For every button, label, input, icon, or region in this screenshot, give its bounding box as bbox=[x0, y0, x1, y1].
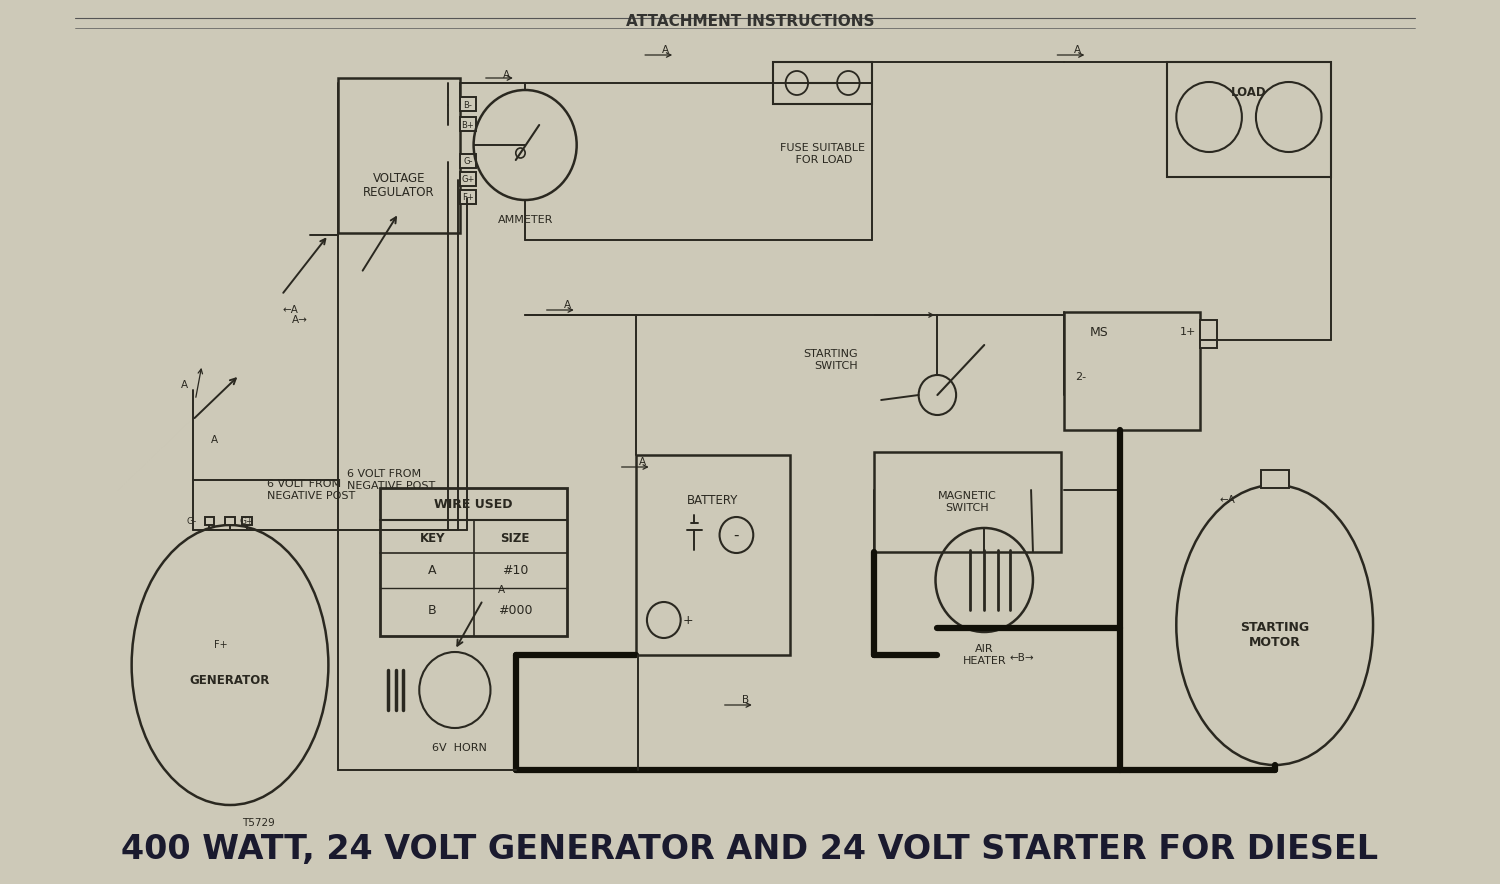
Bar bbox=[774, 62, 871, 104]
Bar bbox=[459, 172, 477, 186]
Text: STARTING
MOTOR: STARTING MOTOR bbox=[1240, 621, 1310, 649]
Text: T5729: T5729 bbox=[242, 818, 274, 828]
Text: A: A bbox=[498, 585, 506, 595]
Text: 6 VOLT FROM
NEGATIVE POST: 6 VOLT FROM NEGATIVE POST bbox=[346, 469, 435, 491]
Text: FUSE SUITABLE
 FOR LOAD: FUSE SUITABLE FOR LOAD bbox=[780, 143, 865, 164]
Text: AMMETER: AMMETER bbox=[498, 215, 554, 225]
Text: AIR
HEATER: AIR HEATER bbox=[963, 644, 1006, 666]
Bar bbox=[459, 154, 477, 168]
Text: 2-: 2- bbox=[1076, 372, 1086, 382]
Text: ←B→: ←B→ bbox=[1010, 653, 1034, 663]
Text: A: A bbox=[1074, 45, 1082, 55]
Text: A: A bbox=[180, 380, 188, 390]
Text: A: A bbox=[639, 457, 646, 467]
Text: A: A bbox=[427, 565, 436, 577]
Text: WIRE USED: WIRE USED bbox=[435, 499, 513, 512]
Text: 400 WATT, 24 VOLT GENERATOR AND 24 VOLT STARTER FOR DIESEL: 400 WATT, 24 VOLT GENERATOR AND 24 VOLT … bbox=[122, 834, 1379, 866]
Bar bbox=[338, 78, 459, 233]
Text: A: A bbox=[503, 70, 510, 80]
Text: KEY: KEY bbox=[420, 531, 446, 545]
Text: +: + bbox=[682, 613, 693, 627]
Text: MS: MS bbox=[1090, 325, 1108, 339]
Text: B-: B- bbox=[464, 101, 472, 110]
Text: -: - bbox=[734, 528, 740, 543]
Text: A→: A→ bbox=[292, 315, 308, 325]
Bar bbox=[873, 452, 1060, 552]
Bar bbox=[1064, 312, 1200, 430]
Text: MAGNETIC
SWITCH: MAGNETIC SWITCH bbox=[938, 492, 996, 513]
Bar bbox=[459, 97, 477, 111]
Text: 6 VOLT FROM
NEGATIVE POST: 6 VOLT FROM NEGATIVE POST bbox=[267, 479, 356, 501]
Text: SIZE: SIZE bbox=[500, 531, 530, 545]
Text: 6V  HORN: 6V HORN bbox=[432, 743, 488, 753]
Text: G-: G- bbox=[464, 157, 472, 166]
Text: STARTING
SWITCH: STARTING SWITCH bbox=[802, 349, 858, 370]
Text: 1+: 1+ bbox=[1180, 327, 1197, 337]
Bar bbox=[1200, 320, 1216, 348]
Text: VOLTAGE
REGULATOR: VOLTAGE REGULATOR bbox=[363, 171, 435, 200]
Bar bbox=[459, 190, 477, 204]
Text: G+: G+ bbox=[240, 516, 254, 525]
Text: #000: #000 bbox=[498, 605, 532, 618]
Bar bbox=[1167, 62, 1330, 177]
Text: G+: G+ bbox=[462, 176, 474, 185]
Bar bbox=[459, 117, 477, 131]
Bar bbox=[636, 455, 790, 655]
Text: GENERATOR: GENERATOR bbox=[190, 674, 270, 687]
Bar bbox=[380, 488, 567, 636]
Text: B: B bbox=[427, 605, 436, 618]
Text: #10: #10 bbox=[501, 565, 528, 577]
Text: ATTACHMENT INSTRUCTIONS: ATTACHMENT INSTRUCTIONS bbox=[626, 14, 874, 29]
Text: F+: F+ bbox=[462, 194, 474, 202]
Text: BATTERY: BATTERY bbox=[687, 493, 738, 507]
Bar bbox=[225, 517, 234, 525]
Bar bbox=[204, 517, 214, 525]
Bar bbox=[242, 517, 252, 525]
Text: ←A: ←A bbox=[1220, 495, 1236, 505]
Text: ←A: ←A bbox=[284, 305, 298, 315]
Text: A: A bbox=[564, 300, 572, 310]
Text: A: A bbox=[211, 435, 219, 445]
Text: B+: B+ bbox=[462, 120, 474, 129]
Text: F+: F+ bbox=[214, 640, 228, 650]
Text: B: B bbox=[742, 695, 748, 705]
Text: G-: G- bbox=[186, 516, 196, 525]
Text: LOAD: LOAD bbox=[1232, 86, 1266, 98]
Bar bbox=[1260, 470, 1288, 488]
Text: A: A bbox=[662, 45, 669, 55]
